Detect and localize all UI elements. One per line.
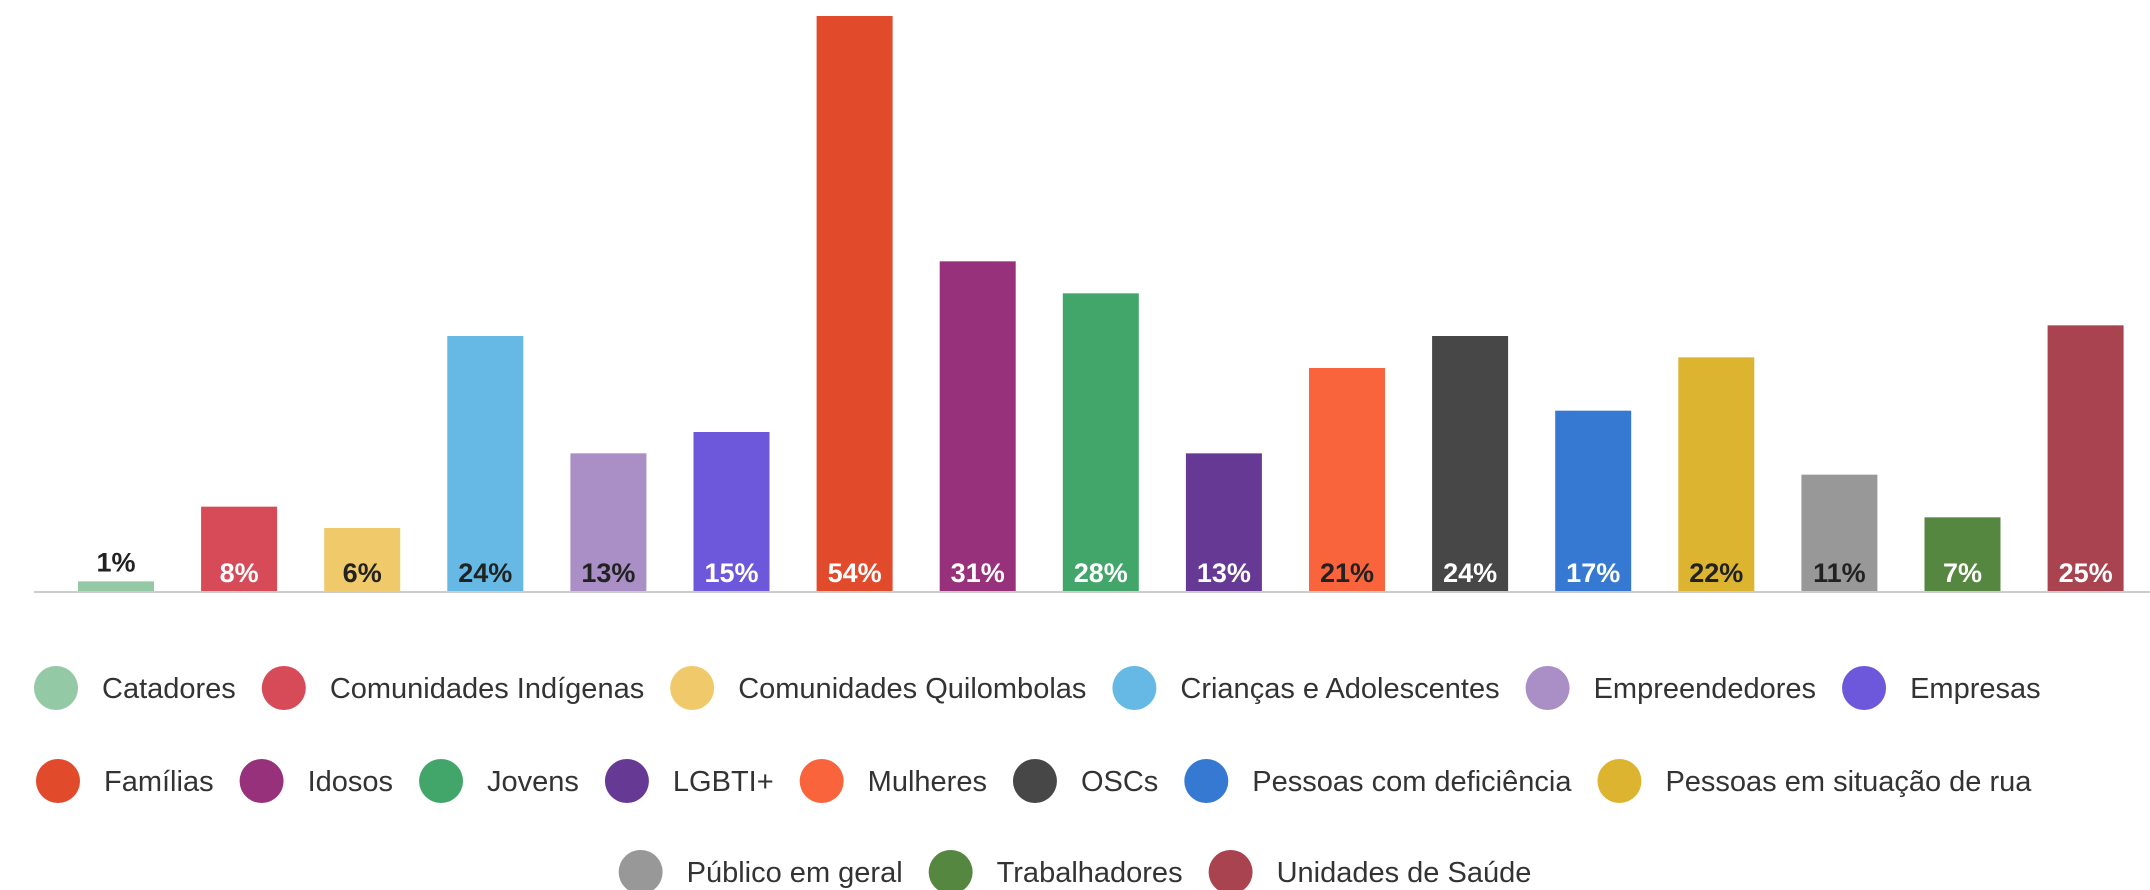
- legend-label-trabalhadores: Trabalhadores: [997, 857, 1183, 889]
- data-labels-group: 1% 8% 6% 24% 13% 15% 54% 31% 28% 13% 21% 24% 17% 22% 1…: [96, 547, 2112, 588]
- data-label-comunidades-indigenas: 8%: [220, 558, 259, 588]
- legend: Catadores Comunidades Indígenas Comunidade…: [34, 666, 2041, 890]
- legend-item-catadores: Catadores: [34, 666, 236, 710]
- bar-comunidades-indigenas: [201, 506, 278, 592]
- legend-item-mulheres: Mulheres: [799, 759, 987, 803]
- legend-label-comunidades-quilombolas: Comunidades Quilombolas: [738, 673, 1086, 705]
- legend-swatch-lgbti: [604, 759, 649, 803]
- legend-swatch-empreendedores: [1525, 666, 1570, 710]
- legend-item-jovens: Jovens: [419, 759, 579, 803]
- data-label-jovens: 28%: [1074, 558, 1128, 588]
- legend-label-publico-em-geral: Público em geral: [687, 857, 903, 889]
- legend-swatch-jovens: [419, 759, 464, 803]
- legend-item-empreendedores: Empreendedores: [1525, 666, 1816, 710]
- data-label-familias: 54%: [828, 558, 882, 588]
- legend-swatch-comunidades-quilombolas: [670, 666, 715, 710]
- bar-trabalhadores: [1924, 517, 2001, 592]
- legend-item-oscs: OSCs: [1012, 759, 1158, 803]
- legend-swatch-pessoas-com-deficiencia: [1184, 759, 1229, 803]
- data-label-mulheres: 21%: [1320, 558, 1374, 588]
- legend-label-idosos: Idosos: [308, 766, 393, 798]
- bar-mulheres: [1309, 368, 1385, 592]
- legend-swatch-unidades-de-saude: [1208, 850, 1253, 890]
- data-label-publico-em-geral: 11%: [1813, 558, 1866, 588]
- bar-criancas-e-adolescentes: [447, 336, 524, 592]
- data-label-oscs: 24%: [1443, 558, 1497, 588]
- bar-pessoas-com-deficiencia: [1555, 410, 1632, 592]
- bar-unidades-de-saude: [2047, 325, 2124, 592]
- legend-swatch-trabalhadores: [928, 850, 973, 890]
- legend-label-empreendedores: Empreendedores: [1594, 673, 1816, 705]
- legend-item-unidades-de-saude: Unidades de Saúde: [1208, 850, 1532, 890]
- legend-label-unidades-de-saude: Unidades de Saúde: [1277, 857, 1532, 889]
- legend-label-lgbti: LGBTI+: [673, 766, 774, 798]
- data-label-unidades-de-saude: 25%: [2059, 558, 2113, 588]
- legend-label-familias: Famílias: [104, 766, 214, 798]
- legend-item-pessoas-com-deficiencia: Pessoas com deficiência: [1184, 759, 1572, 803]
- legend-item-comunidades-indigenas: Comunidades Indígenas: [261, 666, 644, 710]
- legend-label-pessoas-em-situacao-de-rua: Pessoas em situação de rua: [1665, 766, 2032, 798]
- legend-label-catadores: Catadores: [102, 673, 236, 705]
- legend-label-oscs: OSCs: [1081, 766, 1158, 798]
- legend-item-lgbti: LGBTI+: [604, 759, 774, 803]
- legend-label-empresas: Empresas: [1910, 673, 2041, 705]
- legend-label-pessoas-com-deficiencia: Pessoas com deficiência: [1252, 766, 1572, 798]
- legend-item-comunidades-quilombolas: Comunidades Quilombolas: [670, 666, 1086, 710]
- legend-item-criancas-e-adolescentes: Crianças e Adolescentes: [1112, 666, 1500, 710]
- legend-swatch-empresas: [1842, 666, 1887, 710]
- legend-swatch-familias: [36, 759, 80, 803]
- legend-swatch-publico-em-geral: [618, 850, 663, 890]
- bar-comunidades-quilombolas: [324, 528, 401, 592]
- legend-swatch-pessoas-em-situacao-de-rua: [1597, 759, 1642, 803]
- bar-jovens: [1062, 293, 1139, 592]
- legend-item-idosos: Idosos: [239, 759, 393, 803]
- data-label-catadores: 1%: [96, 547, 135, 577]
- legend-item-pessoas-em-situacao-de-rua: Pessoas em situação de rua: [1597, 759, 2032, 803]
- data-label-empresas: 15%: [704, 558, 758, 588]
- bar-oscs: [1432, 336, 1509, 592]
- bar-familias: [816, 16, 893, 592]
- legend-label-comunidades-indigenas: Comunidades Indígenas: [330, 673, 644, 705]
- legend-swatch-idosos: [239, 759, 284, 803]
- legend-swatch-oscs: [1012, 759, 1057, 803]
- legend-swatch-comunidades-indigenas: [261, 666, 306, 710]
- bar-empresas: [693, 432, 770, 592]
- legend-swatch-catadores: [34, 666, 78, 710]
- bars-group: [78, 16, 2124, 592]
- data-label-empreendedores: 13%: [581, 558, 635, 588]
- legend-label-jovens: Jovens: [487, 766, 579, 798]
- legend-item-empresas: Empresas: [1842, 666, 2041, 710]
- data-label-criancas-e-adolescentes: 24%: [458, 558, 512, 588]
- bar-catadores: [78, 581, 154, 592]
- bar-lgbti: [1185, 453, 1262, 592]
- legend-label-mulheres: Mulheres: [868, 766, 987, 798]
- legend-item-familias: Famílias: [36, 759, 214, 803]
- data-label-pessoas-com-deficiencia: 17%: [1566, 558, 1620, 588]
- legend-label-criancas-e-adolescentes: Crianças e Adolescentes: [1180, 673, 1499, 705]
- bar-empreendedores: [570, 453, 647, 592]
- bar-publico-em-geral: [1801, 474, 1878, 592]
- legend-swatch-mulheres: [799, 759, 844, 803]
- data-label-trabalhadores: 7%: [1943, 558, 1982, 588]
- bar-idosos: [939, 261, 1016, 592]
- bar-pessoas-em-situacao-de-rua: [1678, 357, 1755, 592]
- legend-item-trabalhadores: Trabalhadores: [928, 850, 1183, 890]
- data-label-pessoas-em-situacao-de-rua: 22%: [1689, 558, 1743, 588]
- data-label-idosos: 31%: [951, 558, 1005, 588]
- data-label-lgbti: 13%: [1197, 558, 1251, 588]
- data-label-comunidades-quilombolas: 6%: [343, 558, 382, 588]
- legend-swatch-criancas-e-adolescentes: [1112, 666, 1157, 710]
- legend-item-publico-em-geral: Público em geral: [618, 850, 903, 890]
